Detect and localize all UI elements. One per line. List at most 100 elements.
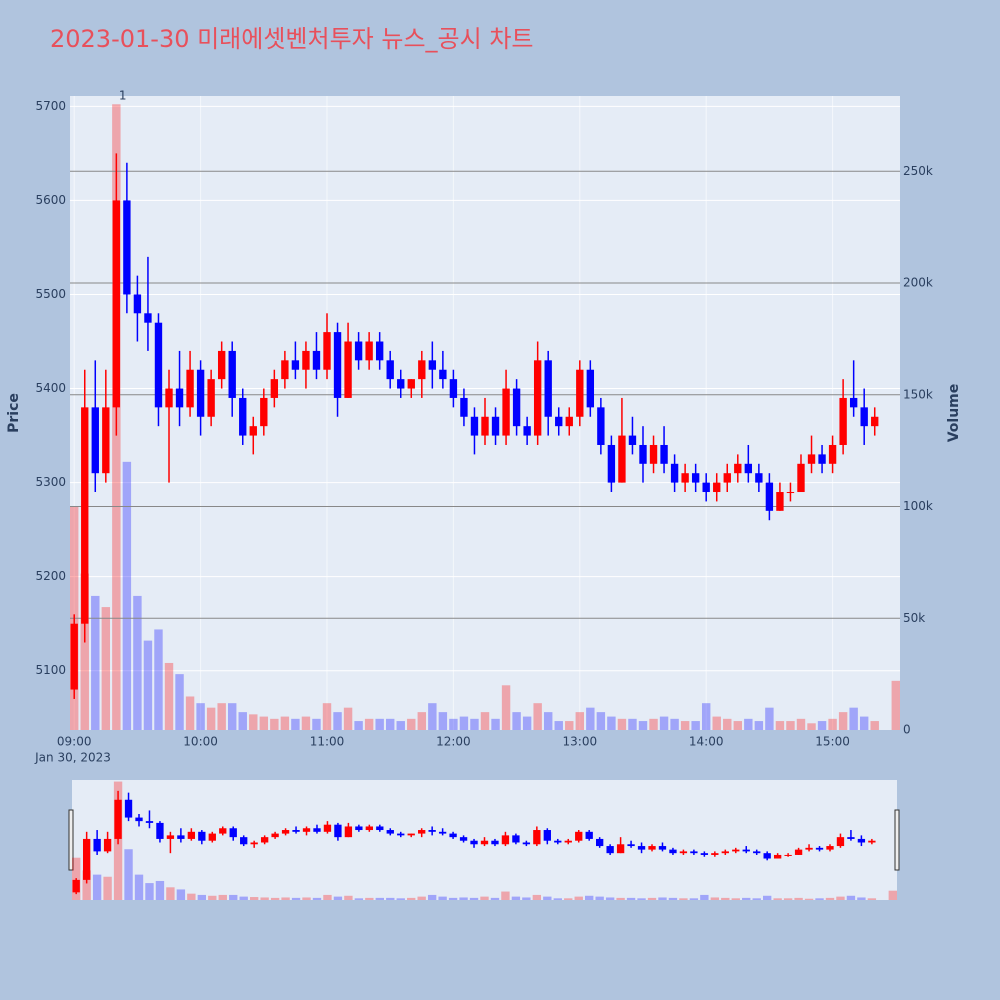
mini-volume-bar (312, 897, 322, 900)
candle-body (849, 397, 858, 408)
mini-volume-bar (585, 895, 594, 900)
candle-body (460, 397, 468, 417)
candle-body (165, 388, 173, 408)
mini-candle-body (292, 830, 300, 832)
candle-body (239, 397, 247, 436)
mini-volume-bar (197, 894, 207, 900)
mini-candle-body (543, 830, 551, 841)
volume-bar (185, 696, 195, 730)
mini-candle-body (344, 826, 353, 838)
candle-body (196, 369, 205, 417)
candle-body (302, 350, 310, 370)
range-handle[interactable] (68, 809, 74, 871)
mini-candle-body (229, 828, 237, 838)
candle-body (681, 473, 689, 483)
mini-volume-bar (511, 896, 521, 900)
candle-body (281, 360, 289, 380)
volume-bar (280, 716, 290, 730)
mini-volume-bar (187, 893, 196, 900)
mini-volume-bar (522, 897, 531, 900)
volume-bar (249, 714, 258, 730)
mini-candle-body (836, 837, 845, 847)
mini-candle-body (103, 838, 112, 852)
mini-candle-body (669, 849, 677, 854)
candle-body (860, 407, 868, 427)
mini-candle-body (93, 838, 101, 852)
volume-bar (744, 718, 753, 730)
mini-candle-body (187, 831, 196, 839)
candle-body (776, 492, 784, 511)
mini-candle-body (418, 830, 426, 834)
volume-bar (375, 718, 384, 730)
candle-body (565, 416, 573, 427)
mini-candle-body (857, 838, 866, 843)
volume-bar (301, 716, 311, 730)
mini-candle-body (459, 837, 468, 841)
volume-bar (522, 716, 532, 730)
mini-volume-bar (281, 897, 290, 900)
mini-volume-bar (427, 894, 437, 900)
mini-volume-bar (794, 897, 803, 900)
volume-bar (80, 573, 89, 730)
candle-body (691, 473, 700, 483)
mini-candle-body (376, 826, 384, 831)
range-handle[interactable] (894, 809, 900, 871)
volume-bar (143, 640, 153, 730)
mini-volume-bar (857, 897, 866, 900)
mini-volume-bar (762, 895, 772, 900)
candle-body (123, 200, 131, 295)
mini-candle-body (512, 835, 520, 843)
mini-candle-body (250, 842, 258, 845)
mini-volume-bar (82, 870, 91, 900)
mini-candle-body (145, 821, 154, 823)
candle-body (228, 350, 236, 398)
mini-volume-bar (710, 897, 720, 900)
volume-bar (859, 716, 869, 730)
mini-candle-body (355, 826, 363, 831)
candle-body (744, 463, 753, 474)
mini-volume-bar (155, 880, 165, 900)
candle-body (597, 407, 605, 445)
mini-candle-body (533, 830, 541, 845)
volume-bar (543, 712, 553, 730)
volume-bar (691, 721, 700, 730)
y2-tick-label: 50k (903, 611, 925, 625)
candle-body (670, 463, 679, 483)
y-tick-label: 5500 (35, 287, 66, 301)
mini-candle-body (438, 831, 447, 834)
mini-volume-bar (700, 894, 709, 900)
mini-volume-bar (218, 894, 227, 900)
candle-body (512, 388, 521, 427)
volume-bar (312, 718, 321, 730)
mini-candle-body (271, 833, 279, 838)
mini-volume-bar (260, 897, 269, 900)
volume-bar (786, 721, 795, 730)
mini-candle-body (302, 828, 311, 832)
x-tick-label: 09:00 (57, 735, 92, 749)
mini-candle-body (711, 853, 719, 855)
volume-bar (270, 718, 279, 730)
candle-body (344, 341, 352, 398)
mini-volume-bar (333, 896, 343, 900)
mini-candle-body (742, 849, 750, 852)
mini-volume-bar (553, 898, 562, 900)
mini-candle-body (323, 824, 332, 832)
mini-candle-body (690, 851, 698, 854)
candle-body (481, 416, 489, 436)
candle-body (755, 473, 763, 483)
mini-volume-bar (532, 894, 542, 900)
candle-body (576, 369, 584, 417)
candle-body (323, 332, 331, 370)
mini-candle-body (815, 847, 824, 850)
mini-volume-bar (166, 887, 175, 900)
volume-bar (354, 721, 363, 730)
mini-volume-bar (804, 898, 814, 900)
candle-body (586, 369, 595, 408)
candle-body (702, 482, 710, 493)
volume-bar (449, 718, 458, 730)
mini-volume-bar (396, 898, 405, 900)
mini-volume-bar (888, 890, 897, 900)
candle-body (871, 416, 879, 427)
mini-candle-body (679, 851, 688, 854)
